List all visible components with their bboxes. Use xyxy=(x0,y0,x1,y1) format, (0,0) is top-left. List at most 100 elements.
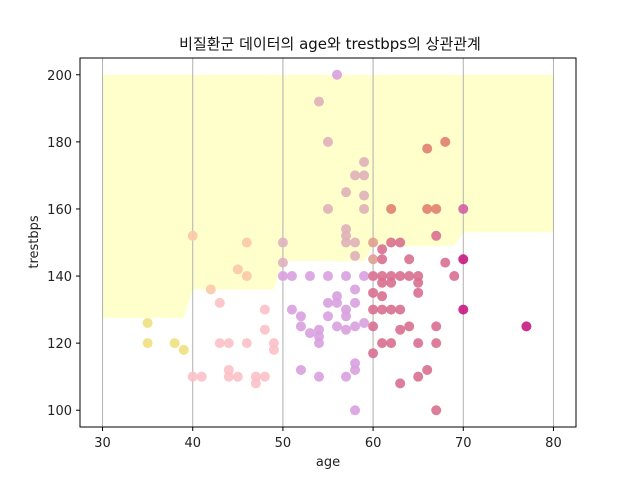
data-point xyxy=(341,271,352,282)
y-tick-label: 180 xyxy=(47,136,72,151)
data-point xyxy=(377,291,388,302)
data-point xyxy=(332,297,343,308)
plot-area xyxy=(79,57,577,428)
data-point xyxy=(313,338,324,349)
data-point xyxy=(277,257,288,268)
data-point xyxy=(323,136,333,147)
data-point xyxy=(142,318,153,329)
data-point xyxy=(187,371,198,382)
x-tick-label: 60 xyxy=(365,436,382,451)
y-tick-label: 160 xyxy=(47,203,72,218)
highlight-band-area xyxy=(102,74,554,318)
data-point xyxy=(223,338,234,349)
data-point xyxy=(304,271,315,282)
data-point xyxy=(413,371,424,382)
data-point xyxy=(440,257,451,268)
data-point xyxy=(241,338,252,349)
data-point xyxy=(350,297,361,308)
data-point xyxy=(332,321,343,332)
data-point xyxy=(241,271,252,282)
data-point xyxy=(214,297,225,308)
data-point xyxy=(323,203,333,214)
data-point xyxy=(431,321,442,332)
data-point xyxy=(386,304,397,315)
data-points xyxy=(142,69,532,416)
data-point xyxy=(350,250,361,261)
data-point xyxy=(521,321,532,332)
data-point xyxy=(313,96,324,107)
data-point xyxy=(377,304,388,315)
data-point xyxy=(350,284,361,295)
data-point xyxy=(350,170,361,181)
data-point xyxy=(422,364,433,375)
data-point xyxy=(196,371,207,382)
data-point xyxy=(440,136,451,147)
data-point xyxy=(413,287,424,298)
data-point xyxy=(368,237,379,248)
data-point xyxy=(368,348,379,359)
data-point xyxy=(395,237,406,248)
data-point xyxy=(178,344,189,355)
data-point xyxy=(295,321,306,332)
data-point xyxy=(368,271,379,282)
data-point xyxy=(341,371,352,382)
x-tick-label: 40 xyxy=(184,436,201,451)
data-point xyxy=(323,311,333,322)
y-tick-label: 140 xyxy=(47,270,72,285)
data-point xyxy=(323,271,333,282)
data-point xyxy=(169,338,180,349)
data-point xyxy=(142,338,153,349)
data-point xyxy=(404,254,415,265)
x-tick-label: 70 xyxy=(455,436,472,451)
y-tick-label: 100 xyxy=(47,404,72,419)
x-tick-label: 50 xyxy=(275,436,292,451)
data-point xyxy=(350,321,361,332)
x-axis-label: age xyxy=(316,455,340,470)
highlight-band xyxy=(102,74,554,318)
data-point xyxy=(386,277,397,288)
data-point xyxy=(295,364,306,375)
data-point xyxy=(395,304,406,315)
data-point xyxy=(341,237,352,248)
data-point xyxy=(223,371,234,382)
data-point xyxy=(377,277,388,288)
data-point xyxy=(286,271,297,282)
data-point xyxy=(341,311,352,322)
data-point xyxy=(214,338,225,349)
x-tick-label: 30 xyxy=(94,436,111,451)
data-point xyxy=(431,338,442,349)
data-point xyxy=(386,237,397,248)
data-point xyxy=(259,371,270,382)
data-point xyxy=(422,143,433,154)
data-point xyxy=(386,203,397,214)
data-point xyxy=(368,304,379,315)
y-axis-label: trestbps xyxy=(27,215,42,269)
data-point xyxy=(277,237,288,248)
data-point xyxy=(187,230,198,241)
data-point xyxy=(350,405,361,416)
data-point xyxy=(295,311,306,322)
data-point xyxy=(232,264,243,275)
data-point xyxy=(232,371,243,382)
data-point xyxy=(359,271,370,282)
data-point xyxy=(332,69,343,80)
data-point xyxy=(431,405,442,416)
data-point xyxy=(359,156,370,167)
data-point xyxy=(259,304,270,315)
data-point xyxy=(241,237,252,248)
y-axis: 100 120 140 160 180 200 xyxy=(47,69,80,419)
data-point xyxy=(386,338,397,349)
data-point xyxy=(341,324,352,335)
data-point xyxy=(377,244,388,255)
data-point xyxy=(422,203,433,214)
data-point xyxy=(368,287,379,298)
data-point xyxy=(458,304,469,315)
data-point xyxy=(313,371,324,382)
data-point xyxy=(413,277,424,288)
chart-title: 비질환군 데이터의 age와 trestbps의 상관관계 xyxy=(179,35,481,53)
data-point xyxy=(458,254,469,265)
data-point xyxy=(395,324,406,335)
data-point xyxy=(350,364,361,375)
data-point xyxy=(431,230,442,241)
